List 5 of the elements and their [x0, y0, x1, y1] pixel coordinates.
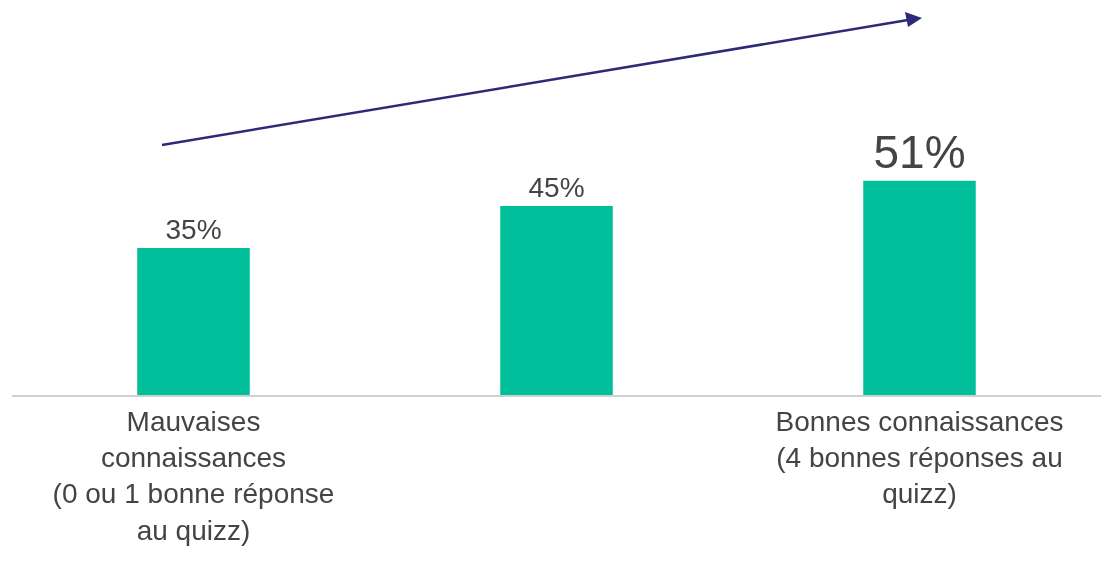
x-tick-label: Mauvaises connaissances (0 ou 1 bonne réponse au quizz) [52, 405, 335, 546]
x-tick-label: Bonnes connaissances (4 bonnes réponses au quizz) [775, 405, 1064, 510]
data-label: 51% [873, 125, 966, 178]
data-label: 35% [165, 213, 222, 245]
data-label: 45% [528, 171, 585, 203]
